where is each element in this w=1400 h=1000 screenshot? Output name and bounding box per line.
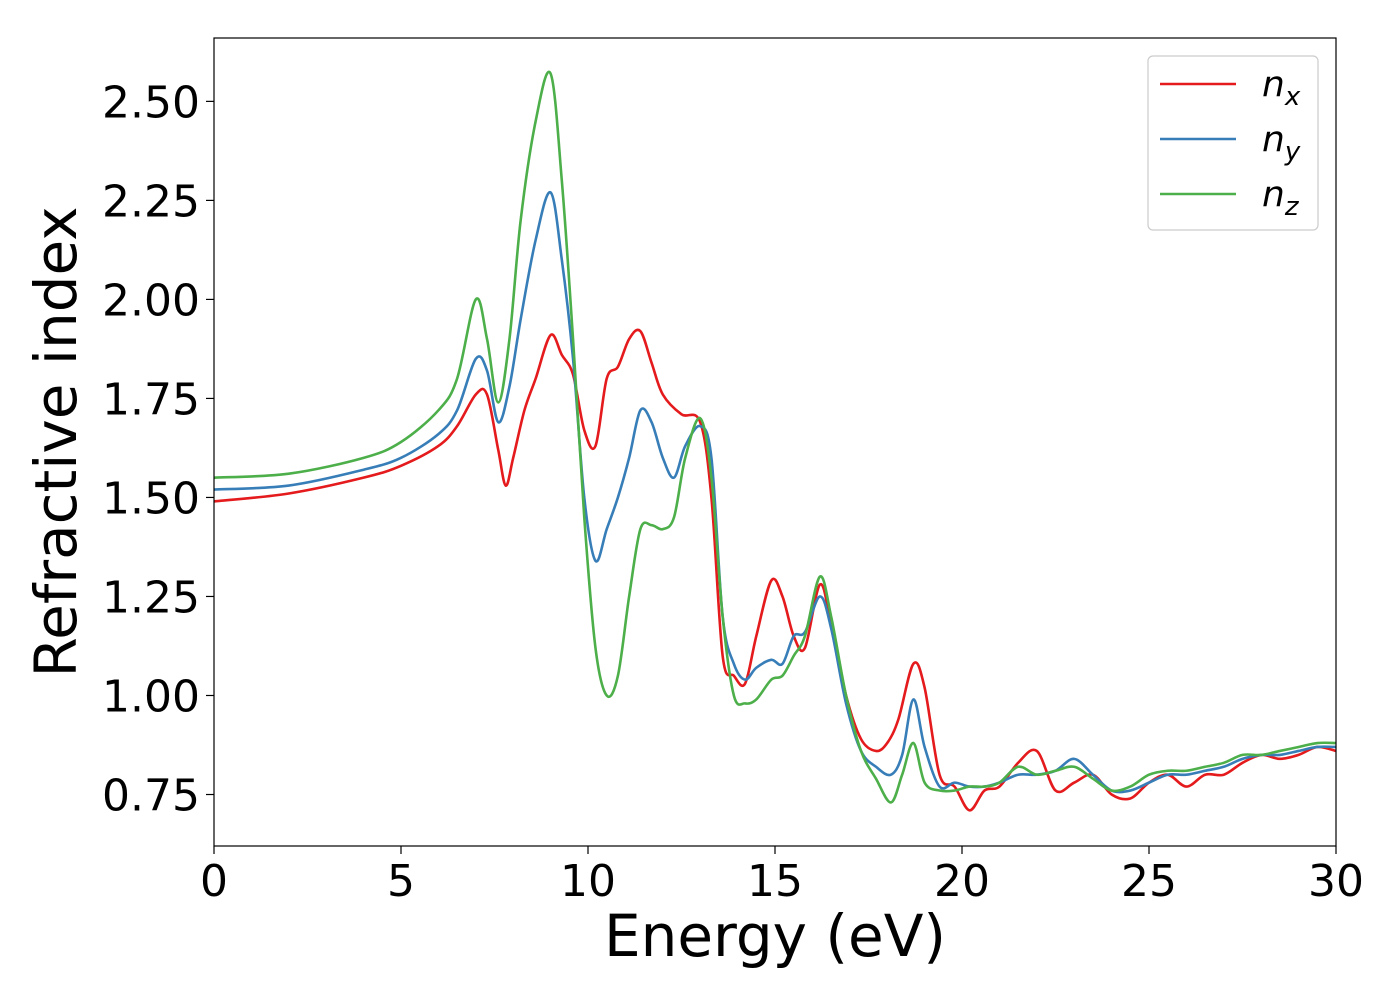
legend-label-subscript: x (1284, 82, 1301, 112)
series-line-nz (213, 70, 1337, 804)
y-tick-label: 2.25 (102, 176, 200, 227)
legend-label-base: n (1262, 64, 1285, 105)
x-tick-label: 0 (200, 856, 228, 907)
y-tick-label: 2.50 (102, 77, 200, 128)
x-axis-label: Energy (eV) (604, 902, 946, 970)
y-tick-label: 1.25 (102, 572, 200, 623)
x-tick-label: 30 (1308, 856, 1364, 907)
series-line-nx (213, 328, 1337, 812)
legend-label-nz: nz (1262, 174, 1300, 222)
x-tick-label: 20 (934, 856, 990, 907)
x-tick-label: 10 (560, 856, 616, 907)
legend-label-base: n (1262, 119, 1285, 160)
legend-label-subscript: y (1284, 137, 1301, 167)
series-line-ny (213, 191, 1337, 794)
y-axis-ticks: 0.75 1.00 1.25 1.50 1.75 2.00 2.25 2.50 (102, 77, 214, 822)
y-tick-label: 0.75 (102, 771, 200, 822)
y-tick-label: 2.00 (102, 275, 200, 326)
legend-label-base: n (1262, 174, 1285, 215)
y-tick-label: 1.75 (102, 374, 200, 425)
x-tick-label: 25 (1121, 856, 1177, 907)
legend-box (1147, 55, 1319, 231)
legend-label-ny: ny (1262, 119, 1301, 167)
y-tick-label: 1.50 (102, 473, 200, 524)
legend-label-subscript: z (1284, 192, 1300, 222)
y-axis-label: Refractive index (22, 206, 90, 677)
legend-label-nx: nx (1262, 64, 1301, 112)
series-lines (213, 70, 1337, 812)
x-tick-label: 15 (747, 856, 803, 907)
x-axis-ticks: 0 5 10 15 20 25 30 (200, 846, 1364, 907)
x-tick-label: 5 (387, 856, 415, 907)
y-tick-label: 1.00 (102, 671, 200, 722)
